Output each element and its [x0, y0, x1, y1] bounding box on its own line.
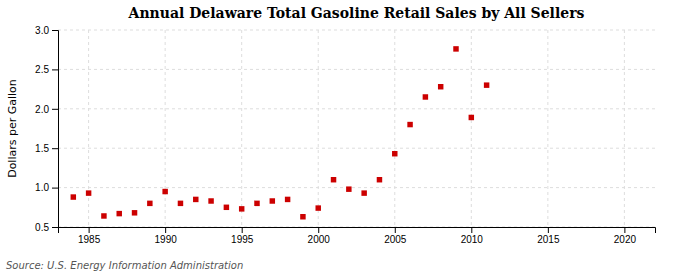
point [361, 190, 366, 195]
tick-mark [548, 227, 549, 233]
grid-line [547, 30, 548, 227]
tick-label: 1.5 [35, 143, 49, 154]
tick: 2010 [461, 227, 484, 245]
tick-label: 2015 [537, 234, 560, 245]
tick: 1995 [231, 227, 254, 245]
tick: 2020 [614, 227, 637, 245]
annotation: Source: U.S. Energy Information Administ… [6, 260, 243, 271]
point [239, 206, 244, 211]
point [208, 198, 213, 203]
point [377, 177, 382, 182]
tick-label: 2.0 [35, 104, 49, 115]
points [71, 46, 490, 219]
tick: 3.0 [35, 25, 58, 36]
point [178, 201, 183, 206]
tick: 1985 [78, 227, 101, 245]
tick-mark [395, 227, 396, 233]
point [86, 190, 91, 195]
tick: 1990 [155, 227, 178, 245]
tick: 1.5 [35, 143, 58, 154]
point [162, 189, 167, 194]
point [469, 115, 474, 120]
tick-mark [318, 227, 319, 233]
point [315, 205, 320, 210]
tick-label: 2.5 [35, 64, 49, 75]
point [392, 151, 397, 156]
point [453, 46, 458, 51]
y-axis-label: Dollars per Gallon [6, 79, 19, 178]
point [331, 177, 336, 182]
grid-line [58, 148, 655, 149]
point [270, 198, 275, 203]
y-axis: 0.5 1.0 1.5 2.0 2.5 3.0 [35, 25, 58, 233]
tick: 1.0 [35, 182, 58, 193]
tick: 2015 [537, 227, 560, 245]
point [438, 84, 443, 89]
tick-mark [52, 227, 58, 228]
tick-label: 1995 [231, 234, 254, 245]
grid-line [471, 30, 472, 227]
grid-line [58, 108, 655, 109]
point [71, 194, 76, 199]
grid [58, 30, 655, 227]
grid-line [318, 30, 319, 227]
grid-line [88, 30, 89, 227]
grid-line [394, 30, 395, 227]
grid-line [241, 30, 242, 227]
tick-mark [242, 227, 243, 233]
tick-mark [624, 227, 625, 233]
plot-area: 1985 1990 1995 2000 2005 2010 2015 2020 0.5 1.0 1.… [35, 25, 655, 245]
grid-line [624, 30, 625, 227]
tick-label: 3.0 [35, 25, 49, 36]
tick-mark [52, 30, 58, 31]
tick-label: 2020 [614, 234, 637, 245]
point [407, 122, 412, 127]
tick: 2.0 [35, 104, 58, 115]
axis-line [52, 31, 59, 228]
grid-line [58, 30, 655, 31]
tick-label: 2010 [461, 234, 484, 245]
grid-line [165, 30, 166, 227]
tick-mark [52, 109, 58, 110]
tick: 2.5 [35, 64, 58, 75]
point [101, 213, 106, 218]
point [346, 186, 351, 191]
axis-line [59, 228, 656, 234]
x-axis: 1985 1990 1995 2000 2005 2010 2015 2020 [59, 227, 656, 245]
point [254, 201, 259, 206]
grid-line [58, 69, 655, 70]
tick-mark [52, 69, 58, 70]
point [147, 201, 152, 206]
tick-label: 2005 [384, 234, 407, 245]
tick-mark [52, 148, 58, 149]
tick-label: 1.0 [35, 182, 49, 193]
tick-mark [471, 227, 472, 233]
point [484, 82, 489, 87]
tick: 0.5 [35, 222, 58, 233]
point [300, 214, 305, 219]
tick: 2000 [308, 227, 331, 245]
tick: 2005 [384, 227, 407, 245]
tick-mark [89, 227, 90, 233]
chart: 1985 1990 1995 2000 2005 2010 2015 2020 0.5 1.0 1.… [0, 0, 675, 275]
title: Annual Delaware Total Gasoline Retail Sa… [128, 5, 585, 21]
point [132, 210, 137, 215]
point [224, 205, 229, 210]
tick-mark [52, 188, 58, 189]
point [193, 197, 198, 202]
tick-mark [165, 227, 166, 233]
tick-label: 2000 [308, 234, 331, 245]
point [285, 197, 290, 202]
tick-label: 1985 [78, 234, 101, 245]
grid-line [58, 187, 655, 188]
point [116, 211, 121, 216]
tick-label: 0.5 [35, 222, 49, 233]
point [423, 94, 428, 99]
tick-label: 1990 [155, 234, 178, 245]
